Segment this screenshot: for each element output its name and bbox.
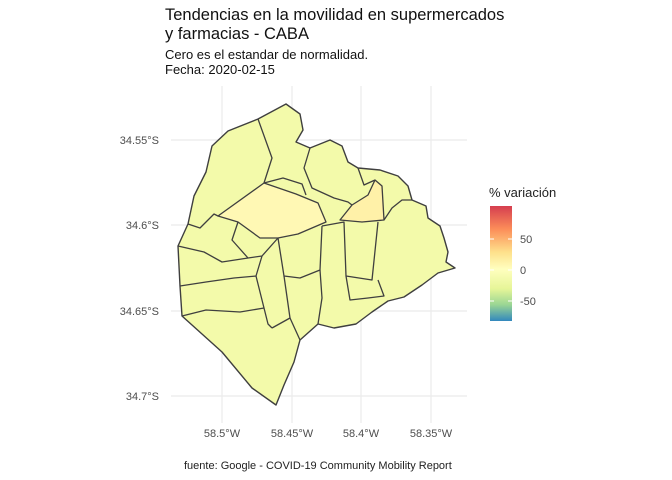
- boundary-4: [357, 167, 376, 186]
- boundary-5: [383, 199, 412, 221]
- x-axis: 58.5°W 58.45°W 58.4°W 58.35°W: [204, 428, 453, 440]
- x-tick-3: 58.4°W: [343, 428, 380, 440]
- city-outline: [177, 103, 456, 406]
- x-tick-1: 58.5°W: [204, 428, 241, 440]
- comuna-boundaries: [177, 118, 412, 341]
- source-caption: fuente: Google - COVID-19 Community Mobi…: [184, 460, 452, 472]
- boundary-13: [179, 255, 263, 287]
- boundary-12: [345, 275, 385, 301]
- title-line-1: Tendencias en la movilidad en supermerca…: [165, 6, 505, 24]
- boundary-8: [177, 245, 249, 263]
- legend: % variación 50 0 -50: [489, 185, 556, 321]
- boundary-15: [181, 307, 265, 317]
- y-tick-1: 34.55°S: [120, 135, 159, 147]
- legend-colorbar: [490, 206, 512, 321]
- legend-tick-50: 50: [520, 234, 532, 246]
- boundary-2: [263, 177, 307, 196]
- boundary-6: [187, 213, 219, 229]
- boundary-14: [255, 275, 273, 329]
- legend-title: % variación: [489, 185, 556, 200]
- boundary-17: [283, 275, 291, 319]
- legend-tick-neg50: -50: [520, 296, 536, 308]
- title-line-2: y farmacias - CABA: [165, 25, 309, 43]
- y-tick-3: 34.65°S: [120, 306, 159, 318]
- y-axis: 34.55°S 34.6°S 34.65°S 34.7°S: [120, 135, 159, 403]
- comuna-highlight-west: [217, 182, 327, 239]
- y-tick-2: 34.6°S: [126, 220, 159, 232]
- plot-title: Tendencias en la movilidad en supermerca…: [165, 6, 565, 44]
- comuna-highlight-east: [339, 179, 385, 223]
- x-tick-4: 58.35°W: [410, 428, 453, 440]
- boundary-3: [303, 147, 353, 206]
- y-tick-4: 34.7°S: [126, 391, 159, 403]
- subtitle-line-2: Fecha: 2020-02-15: [165, 62, 275, 77]
- boundary-11: [317, 269, 323, 325]
- boundary-1: [257, 118, 273, 184]
- legend-tick-0: 0: [520, 265, 526, 277]
- subtitle-line-1: Cero es el estandar de normalidad.: [165, 47, 369, 62]
- x-tick-2: 58.45°W: [271, 428, 314, 440]
- plot-subtitle: Cero es el estandar de normalidad. Fecha…: [165, 47, 465, 77]
- boundary-9: [277, 225, 323, 279]
